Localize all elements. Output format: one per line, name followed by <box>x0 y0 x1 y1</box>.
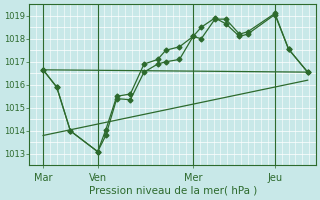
X-axis label: Pression niveau de la mer( hPa ): Pression niveau de la mer( hPa ) <box>89 186 257 196</box>
